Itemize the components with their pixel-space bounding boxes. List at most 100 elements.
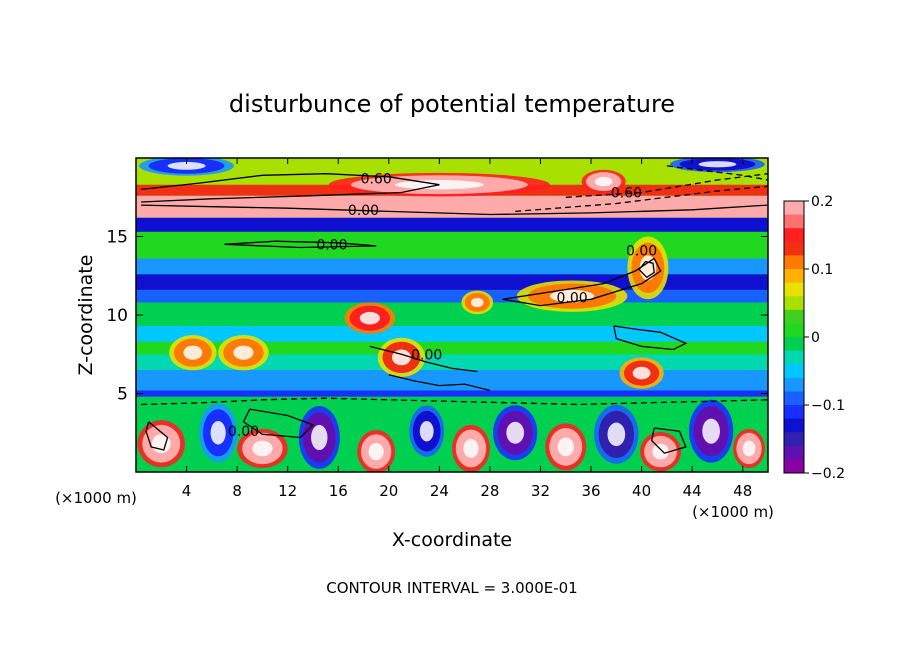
heatmap-band: [136, 302, 768, 326]
contour-label: 0.60: [361, 171, 392, 187]
heatmap-patch-core: [311, 424, 328, 451]
contour-label: 0.00: [228, 424, 259, 440]
x-tick-label: 40: [632, 482, 651, 500]
heatmap-band: [136, 274, 768, 290]
heatmap-patch-core: [463, 439, 479, 458]
contour-line: [638, 260, 655, 279]
heatmap-patch-core: [183, 345, 203, 360]
contour-line: [613, 325, 688, 351]
colorbar-swatch: [784, 323, 804, 338]
contour-line: [242, 408, 315, 439]
contour-line: [650, 427, 687, 454]
heatmap-patch-core: [549, 289, 595, 303]
heatmap-patch-core: [632, 366, 651, 380]
x-tick-label: 8: [232, 482, 242, 500]
colorbar-swatch: [784, 269, 804, 284]
contour-lines: [141, 165, 768, 454]
contour-line: [502, 257, 662, 307]
heatmap-band: [136, 217, 768, 232]
contour-label: 0.00: [316, 237, 347, 253]
colorbar: [784, 201, 804, 474]
heatmap-patch-core: [607, 422, 626, 447]
colorbar-swatch: [784, 337, 804, 352]
heatmap-patch-core: [506, 421, 525, 444]
chart-title: disturbunce of potential temperature: [229, 90, 675, 118]
x-tick-label: 28: [480, 482, 499, 500]
colorbar-swatch: [784, 418, 804, 433]
colorbar-swatch: [784, 282, 804, 297]
y-axis: 5 10 15: [106, 228, 768, 405]
colorbar-swatch: [784, 214, 804, 229]
heatmap-patch-core: [359, 311, 380, 325]
heatmap-band: [136, 325, 768, 342]
contour-line: [141, 173, 440, 203]
heatmap-band: [136, 390, 768, 397]
colorbar-swatch: [784, 241, 804, 256]
colorbar-tick-label: 0: [811, 330, 820, 346]
x-tick-label: 24: [430, 482, 449, 500]
contour-line-negative: [565, 173, 768, 198]
colorbar-tick-label: 0.2: [811, 194, 833, 210]
heatmap-patch-core: [233, 345, 254, 360]
x-tick-label: 48: [733, 482, 752, 500]
heatmap-patch-core: [557, 437, 574, 457]
heatmap-band: [136, 369, 768, 391]
colorbar-swatch: [784, 377, 804, 392]
heatmap-patch-core: [652, 443, 669, 460]
colorbar-swatch: [784, 350, 804, 365]
y-unit-label: (×1000 m): [55, 489, 137, 507]
heatmap-band: [136, 354, 768, 370]
y-tick-label: 10: [106, 306, 128, 326]
contour-labels: 0.60 0.60 0.00 0.00 0.00 0.00 0.00 0.00: [228, 171, 657, 440]
contour-line: [224, 240, 377, 249]
heatmap-patch-core: [594, 176, 613, 187]
y-tick-label: 5: [117, 385, 128, 405]
heatmap-band: [136, 289, 768, 303]
x-tick-label: 32: [531, 482, 550, 500]
heatmap-patch-core: [419, 420, 434, 442]
x-axis-label: X-coordinate: [392, 529, 512, 551]
colorbar-swatch: [784, 459, 804, 474]
colorbar-swatch: [784, 445, 804, 460]
colorbar-swatch: [784, 296, 804, 311]
heatmap-patch-core: [702, 418, 720, 444]
heatmap-patch-core: [742, 440, 756, 457]
colorbar-swatch: [784, 405, 804, 420]
heatmap-patch-core: [210, 420, 226, 445]
x-tick-label: 44: [683, 482, 702, 500]
x-tick-label: 16: [329, 482, 348, 500]
colorbar-swatch: [784, 391, 804, 406]
x-tick-label: 4: [182, 482, 192, 500]
contour-line-negative: [141, 397, 768, 406]
contour-line: [145, 421, 169, 451]
y-tick-label: 15: [106, 228, 128, 248]
colorbar-swatch: [784, 201, 804, 216]
colorbar-swatch: [784, 364, 804, 379]
colorbar-swatch: [784, 432, 804, 447]
contour-label: 0.00: [626, 244, 657, 260]
x-tick-label: 12: [278, 482, 297, 500]
heatmap-band: [136, 341, 768, 355]
contour-line: [388, 374, 491, 392]
contour-label: 0.00: [556, 291, 587, 307]
x-tick-label: 36: [581, 482, 600, 500]
x-tick-label: 20: [379, 482, 398, 500]
x-unit-label: (×1000 m): [692, 503, 774, 521]
colorbar-swatch: [784, 228, 804, 243]
contour-line-negative: [515, 185, 768, 213]
colorbar-swatch: [784, 255, 804, 270]
colorbar-tick-label: −0.2: [811, 466, 845, 482]
contour-line: [141, 204, 768, 216]
colorbar-swatch: [784, 309, 804, 324]
contour-label: 0.60: [611, 186, 642, 202]
heatmap-patch-core: [167, 161, 206, 170]
heatmap-patch-core: [391, 349, 411, 366]
x-axis: 4 8 12 16 20 24 28 32 36 40 44 48: [182, 158, 752, 500]
y-axis-label: Z-coordinate: [75, 255, 97, 376]
contour-label: 0.00: [411, 347, 442, 363]
contour-line: [369, 345, 478, 373]
plot-area: 0.60 0.60 0.00 0.00 0.00 0.00 0.00 0.00: [136, 158, 768, 472]
heatmap-patch-core: [698, 161, 737, 168]
colorbar-tick-label: −0.1: [811, 398, 845, 414]
